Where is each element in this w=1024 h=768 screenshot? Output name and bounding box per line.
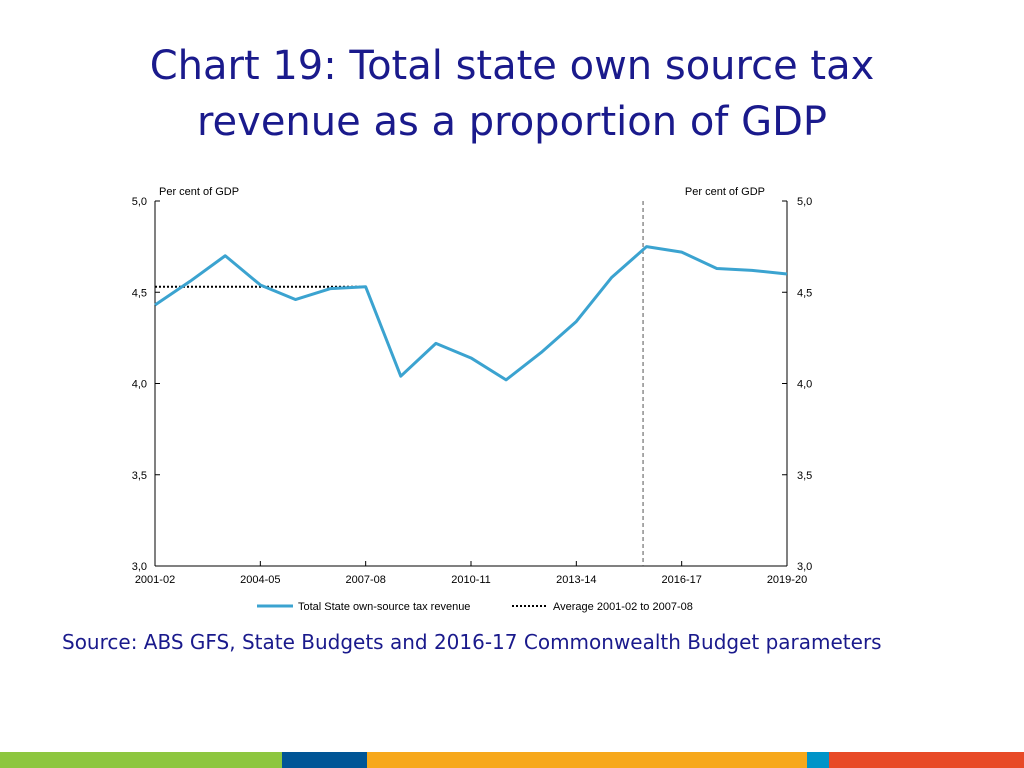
y-tick-label-left: 5,0 (132, 196, 147, 208)
bottom-bar-segment (0, 752, 282, 768)
y-tick-label-right: 4,5 (797, 287, 812, 299)
y-tick-label-right: 3,5 (797, 470, 812, 482)
y-tick-label-right: 4,0 (797, 379, 812, 391)
line-chart: 3,0 3,0 3,5 3,5 4,0 4,0 4,5 4,5 5,0 5,0 2001-02 200… (132, 186, 813, 613)
title-line-1: Chart 19: Total state own source tax (149, 43, 875, 89)
x-tick-label: 2007-08 (345, 574, 385, 586)
legend-label-average: Average 2001-02 to 2007-08 (553, 601, 693, 613)
legend-label-total-revenue: Total State own-source tax revenue (298, 601, 470, 613)
y-axis-title-left: Per cent of GDP (159, 186, 239, 198)
x-tick-label: 2013-14 (556, 574, 596, 586)
y-axis-title-right: Per cent of GDP (685, 186, 765, 198)
y-tick-label-left: 3,5 (132, 470, 147, 482)
bottom-bar-segment (367, 752, 807, 768)
y-tick-label-left: 4,0 (132, 379, 147, 391)
title-line-2: revenue as a proportion of GDP (196, 99, 828, 145)
x-tick-label: 2004-05 (240, 574, 280, 586)
series-total-revenue-line (154, 245, 788, 382)
y-tick-label-left: 4,5 (132, 287, 147, 299)
bottom-bar-segment (829, 752, 1024, 768)
bottom-bar-segment (807, 752, 829, 768)
page-title: Chart 19: Total state own source tax rev… (40, 38, 984, 150)
x-tick-label: 2019-20 (767, 574, 807, 586)
bottom-color-bar (0, 752, 1024, 768)
source-note: Source: ABS GFS, State Budgets and 2016-… (62, 630, 882, 654)
y-tick-label-left: 3,0 (132, 561, 147, 573)
bottom-bar-segment (282, 752, 367, 768)
x-tick-label: 2001-02 (135, 574, 175, 586)
y-tick-label-right: 3,0 (797, 561, 812, 573)
y-tick-label-right: 5,0 (797, 196, 812, 208)
x-tick-label: 2016-17 (661, 574, 701, 586)
x-tick-label: 2010-11 (451, 574, 491, 586)
